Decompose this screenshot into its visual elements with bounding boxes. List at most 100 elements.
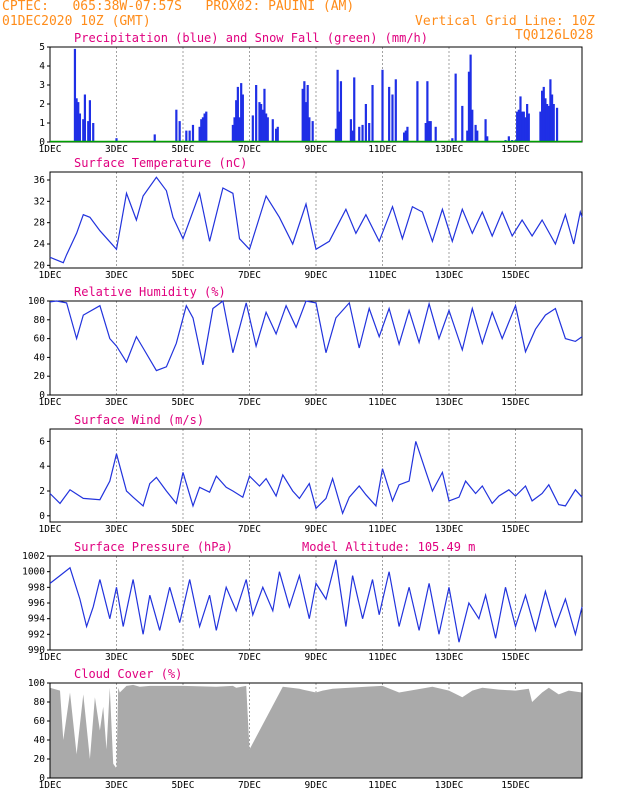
series-line (49, 176, 583, 264)
precip-bar (200, 119, 203, 142)
precip-bar (235, 100, 238, 142)
precip-bar (205, 111, 208, 142)
precip-bar (507, 136, 510, 142)
panel-4: Surface Pressure (hPa) Model Altitude: 10… (22, 540, 583, 663)
y-tick-label: 0 (39, 511, 45, 522)
x-tick-label: 3DEC (105, 144, 128, 155)
precip-bar (311, 121, 314, 142)
precip-bar (361, 124, 364, 142)
precip-bar (351, 130, 354, 142)
panel-title: Surface Pressure (hPa) (74, 540, 233, 554)
precip-bar (178, 121, 181, 142)
y-tick-label: 60 (34, 716, 46, 727)
precip-bar (82, 119, 85, 142)
y-tick-label: 28 (34, 218, 46, 229)
model-code: TQ0126L028 (515, 28, 594, 43)
precip-bar (527, 113, 530, 142)
precip-bar (486, 136, 489, 142)
precip-bar (388, 86, 391, 142)
precip-bar (381, 69, 384, 142)
x-tick-label: 11DEC (368, 144, 397, 155)
precip-bar (203, 113, 206, 142)
precip-bar (175, 109, 178, 142)
precip-bar (338, 111, 341, 142)
x-tick-label: 15DEC (501, 652, 530, 663)
precip-bar (550, 94, 554, 142)
precip-bar (394, 79, 397, 142)
precip-bar (75, 98, 78, 142)
precip-bar (271, 119, 274, 142)
precip-bar (73, 48, 77, 142)
panel-annotation: Model Altitude: 105.49 m (302, 540, 475, 554)
precip-bar (241, 94, 244, 142)
y-tick-label: 996 (28, 598, 45, 609)
precip-bar (306, 85, 309, 142)
precip-bar (260, 104, 263, 142)
precip-bar (185, 130, 188, 142)
panel-frame (49, 300, 583, 396)
precip-bar (336, 69, 339, 142)
precip-bar (358, 126, 361, 142)
x-tick-label: 1DEC (39, 270, 62, 281)
precip-bar (454, 73, 457, 142)
x-tick-label: 5DEC (172, 144, 195, 155)
x-tick-label: 3DEC (105, 270, 128, 281)
precip-bar (471, 109, 474, 142)
precip-bar (198, 126, 201, 142)
x-tick-label: 9DEC (305, 780, 328, 791)
y-tick-label: 992 (28, 629, 45, 640)
x-tick-label: 3DEC (105, 780, 128, 791)
precip-bar (87, 121, 90, 142)
y-tick-label: 0 (39, 137, 45, 148)
x-tick-label: 13DEC (435, 270, 464, 281)
precip-bar (426, 81, 429, 142)
x-tick-label: 1DEC (39, 144, 62, 155)
precip-bar (77, 102, 80, 142)
x-tick-label: 11DEC (368, 524, 397, 535)
precip-bar (258, 102, 261, 142)
panel-3: Surface Wind (m/s) 1DEC 3DEC 5DEC 7DEC 9DEC 11… (39, 413, 583, 535)
x-tick-label: 11DEC (368, 397, 397, 408)
series-line (49, 441, 583, 516)
precip-bar (516, 111, 519, 142)
y-tick-label: 994 (28, 614, 45, 625)
precip-bar (476, 130, 479, 142)
y-tick-label: 80 (34, 315, 46, 326)
y-tick-label: 80 (34, 697, 46, 708)
panel-title: Surface Temperature (nC) (74, 156, 247, 170)
x-tick-label: 5DEC (172, 270, 195, 281)
y-tick-label: 2 (39, 486, 45, 497)
x-tick-label: 15DEC (501, 780, 530, 791)
precip-bar (517, 109, 520, 142)
precip-bar (339, 81, 343, 142)
y-tick-label: 3 (39, 80, 45, 91)
station-info: CPTEC: 065:38W-07:57S PROX02: PAUINI (AM… (2, 0, 355, 14)
x-tick-label: 3DEC (105, 524, 128, 535)
precip-bar (231, 124, 234, 142)
precip-bar (371, 85, 374, 142)
y-tick-label: 20 (34, 371, 46, 382)
x-tick-label: 13DEC (435, 144, 464, 155)
precip-bar (547, 105, 550, 142)
precip-bar (308, 117, 311, 142)
y-tick-label: 1002 (22, 551, 45, 562)
precip-bar (353, 77, 356, 142)
precip-bar (451, 138, 454, 142)
x-tick-label: 9DEC (305, 270, 328, 281)
x-tick-label: 1DEC (39, 524, 62, 535)
precip-bar (391, 94, 394, 142)
x-tick-label: 11DEC (368, 780, 397, 791)
precip-bar (552, 104, 555, 142)
x-tick-label: 15DEC (501, 144, 530, 155)
precip-bar (549, 79, 552, 142)
precip-bar (364, 104, 367, 142)
x-tick-label: 1DEC (39, 652, 62, 663)
y-tick-label: 5 (39, 42, 45, 53)
precip-bar (78, 113, 82, 142)
precip-bar (153, 134, 156, 142)
x-tick-label: 3DEC (105, 397, 128, 408)
panel-title: Cloud Cover (%) (74, 667, 182, 681)
y-tick-label: 0 (39, 773, 45, 784)
precip-bar (427, 121, 431, 142)
